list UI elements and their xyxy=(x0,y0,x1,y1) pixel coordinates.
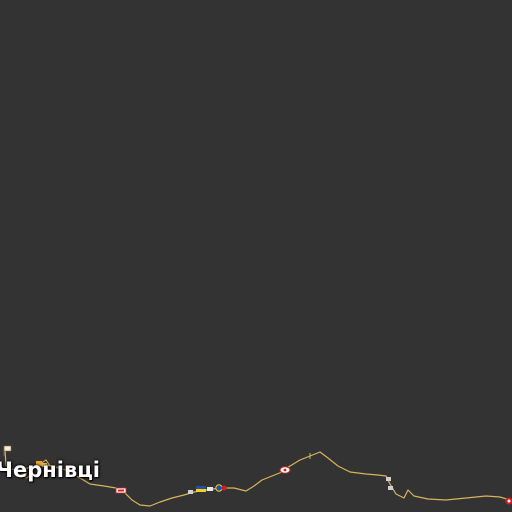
poi-flag-icon[interactable] xyxy=(3,445,12,456)
town-marker-icon[interactable] xyxy=(22,461,47,476)
route-shield-icon[interactable] xyxy=(505,497,512,505)
border-crossing-icon[interactable] xyxy=(196,484,227,492)
route-shield-icon[interactable] xyxy=(115,487,127,494)
route-shield-icon[interactable] xyxy=(279,466,291,474)
main-road xyxy=(4,449,511,507)
town-marker-icon[interactable] xyxy=(386,477,393,490)
checkpoint-icon[interactable] xyxy=(188,490,193,494)
city-label[interactable]: Чернівці xyxy=(0,458,101,482)
